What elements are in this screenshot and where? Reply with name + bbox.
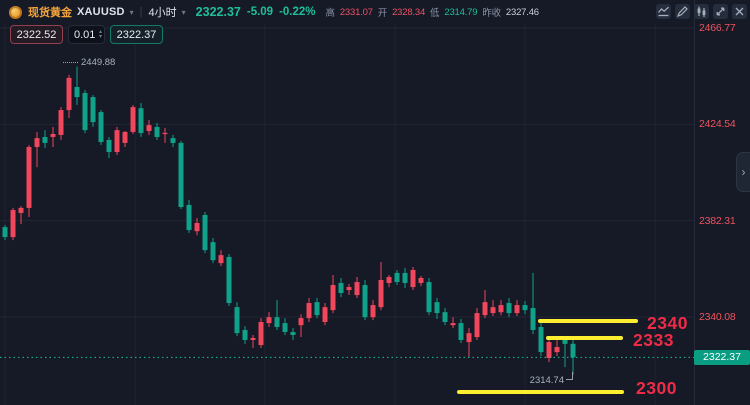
timeframe-selector[interactable]: 4小时 ▾ [149,4,186,20]
open-label: 开 [377,8,388,19]
prev-close-value: 2327.46 [505,6,539,18]
chart-preview-button[interactable] [656,4,671,19]
chart-line-icon [658,6,669,17]
high-price-label: 2449.88 [81,56,116,68]
stepper-down-icon[interactable]: ▾ [98,33,102,40]
instrument-name: 现货黄金 [28,7,72,19]
chevron-down-icon: ▾ [129,7,134,17]
compare-candles-icon [697,6,706,17]
expand-button[interactable] [713,4,728,19]
level-line-2333[interactable] [546,336,623,340]
buy-button[interactable]: 2322.37 [110,25,163,44]
axis-price-label: 2382.31 [699,214,736,227]
level-label-2340[interactable]: 2340 [647,313,688,333]
symbol-selector[interactable]: 现货黄金 XAUUSD ▾ [28,4,134,20]
high-connector-line [63,61,78,63]
current-price-badge: 2322.37 [694,349,750,365]
sell-button[interactable]: 2322.52 [10,25,63,44]
low-connector-h [566,378,573,380]
axis-price-label: 2340.08 [699,311,736,323]
level-label-2300[interactable]: 2300 [636,378,677,398]
close-icon [735,7,744,16]
sell-price: 2322.52 [16,28,57,41]
high-label: 高 [325,8,336,19]
last-price: 2322.37 [195,5,241,19]
price-change-pct: -0.22% [279,6,316,18]
high-value: 2331.07 [339,6,373,18]
close-button[interactable] [732,4,747,19]
stepper-arrows: ▴ ▾ [99,26,102,43]
low-price-label: 2314.74 [529,374,564,386]
open-value: 2328.34 [392,6,426,18]
compare-button[interactable] [694,4,709,19]
quantity-value: 0.01 [74,28,96,41]
low-value: 2314.79 [444,6,478,18]
divider: | [139,6,143,18]
quantity-stepper[interactable]: 0.01 ▴ ▾ [68,25,105,44]
chevron-down-icon: ▾ [181,7,186,17]
price-change: -5.09 [246,6,274,18]
low-label: 低 [430,8,440,19]
axis-price-label: 2466.77 [699,22,736,34]
level-label-2333[interactable]: 2333 [633,330,674,350]
expand-icon [716,7,725,16]
symbol-label: XAUUSD [77,6,125,18]
stepper-up-icon[interactable]: ▴ [98,28,102,35]
level-line-2300[interactable] [457,390,624,394]
ohlc-stats: 高 2331.07 开 2328.34 低 2314.79 昨收 2327.46 [325,5,540,20]
prev-close-label: 昨收 [482,8,501,19]
chart-toolbar [656,4,747,19]
pencil-icon [676,6,688,18]
timeframe-label: 4小时 [148,7,177,19]
sidebar-expand-tab[interactable]: › [736,152,750,192]
axis-price-label: 2424.54 [699,118,736,131]
gold-coin-icon [9,5,22,19]
draw-button[interactable] [675,4,690,19]
low-connector-v [572,371,573,380]
chevron-right-icon: › [741,165,746,179]
level-line-2340[interactable] [538,319,638,323]
buy-price: 2322.37 [116,28,157,41]
top-bar: 现货黄金 XAUUSD ▾ | 4小时 ▾ 2322.37 -5.09 -0.2… [0,0,750,24]
